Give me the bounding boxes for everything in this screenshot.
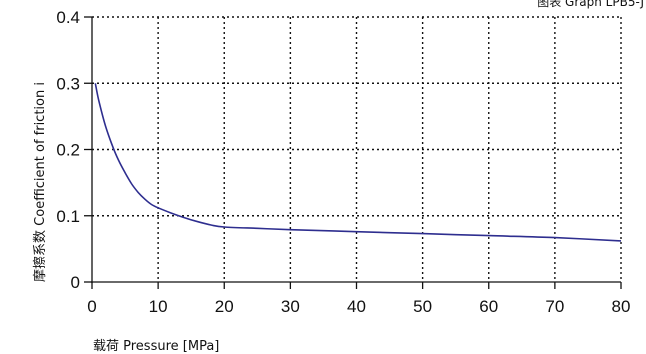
x-tick-label: 10 xyxy=(149,297,168,316)
y-tick-label: 0 xyxy=(71,273,80,292)
x-tick-label: 30 xyxy=(281,297,300,316)
y-tick-label: 0.2 xyxy=(56,141,80,160)
axes xyxy=(84,16,622,289)
series-line-0 xyxy=(94,83,622,242)
y-tick-label: 0.1 xyxy=(56,207,80,226)
x-tick-label: 20 xyxy=(215,297,234,316)
x-tick-label: 60 xyxy=(479,297,498,316)
y-tick-label: 0.4 xyxy=(56,8,80,27)
x-tick-label: 80 xyxy=(612,297,631,316)
y-tick-label: 0.3 xyxy=(56,74,80,93)
series-layer xyxy=(94,83,622,242)
y-tick-labels: 0 0.1 0.2 0.3 0.4 xyxy=(56,8,80,292)
x-axis-label: 载荷 Pressure [MPa] xyxy=(93,339,219,354)
y-axis-label: 摩擦系数 Coefficient of friction i xyxy=(32,82,48,282)
x-tick-label: 0 xyxy=(87,297,96,316)
x-tick-labels: 0 10 20 30 40 50 60 70 80 xyxy=(87,297,630,316)
chart-title: 图表 Graph LPB5-J xyxy=(537,0,644,9)
x-tick-label: 70 xyxy=(545,297,564,316)
grid-lines xyxy=(92,16,622,282)
x-tick-label: 40 xyxy=(347,297,366,316)
x-tick-label: 50 xyxy=(413,297,432,316)
